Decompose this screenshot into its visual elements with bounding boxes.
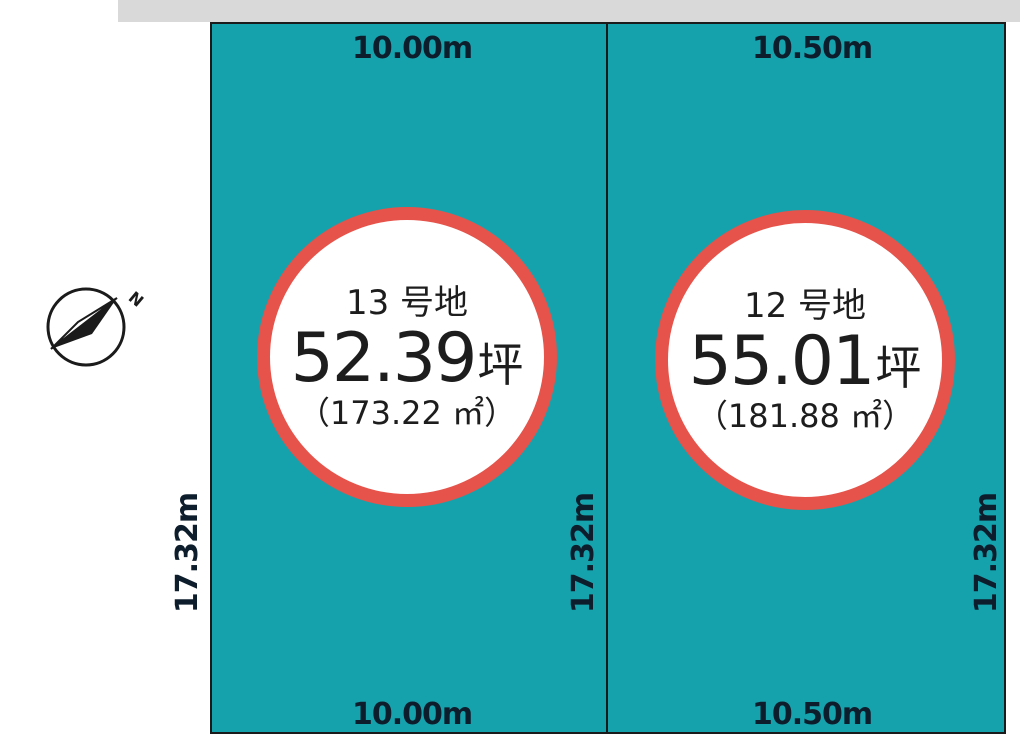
lot-13-area-sqm: （173.22 ㎡） xyxy=(297,394,517,433)
lot-12-number: 12 号地 xyxy=(743,286,867,327)
lot-13-tsubo-value: 52.39 xyxy=(290,318,478,398)
lot-13-area-badge: 13 号地 52.39坪 （173.22 ㎡） xyxy=(257,207,557,507)
lot-13-right-depth: 17.32m xyxy=(566,492,601,614)
lot-13-bottom-width: 10.00m xyxy=(352,697,473,732)
north-arrow-icon: N xyxy=(46,287,147,367)
north-label: N xyxy=(125,288,147,311)
lot-13-number: 13 号地 xyxy=(345,283,469,324)
lot-13-area-tsubo: 52.39坪 xyxy=(291,323,524,394)
lot-12-tsubo-unit: 坪 xyxy=(875,340,922,395)
lot-13-top-width: 10.00m xyxy=(352,31,473,66)
lot-13-tsubo-unit: 坪 xyxy=(477,337,524,392)
lot-12-tsubo-value: 55.01 xyxy=(688,321,876,401)
lot-12-area-tsubo: 55.01坪 xyxy=(689,326,922,397)
road-strip xyxy=(118,0,1020,22)
lot-12-top-width: 10.50m xyxy=(752,31,873,66)
lot-12-area-badge: 12 号地 55.01坪 （181.88 ㎡） xyxy=(655,210,955,510)
lot-12-right-depth: 17.32m xyxy=(969,492,1004,614)
lot-12-area-sqm: （181.88 ㎡） xyxy=(695,397,915,436)
lot-13-left-depth: 17.32m xyxy=(170,492,205,614)
lot-12-bottom-width: 10.50m xyxy=(752,697,873,732)
